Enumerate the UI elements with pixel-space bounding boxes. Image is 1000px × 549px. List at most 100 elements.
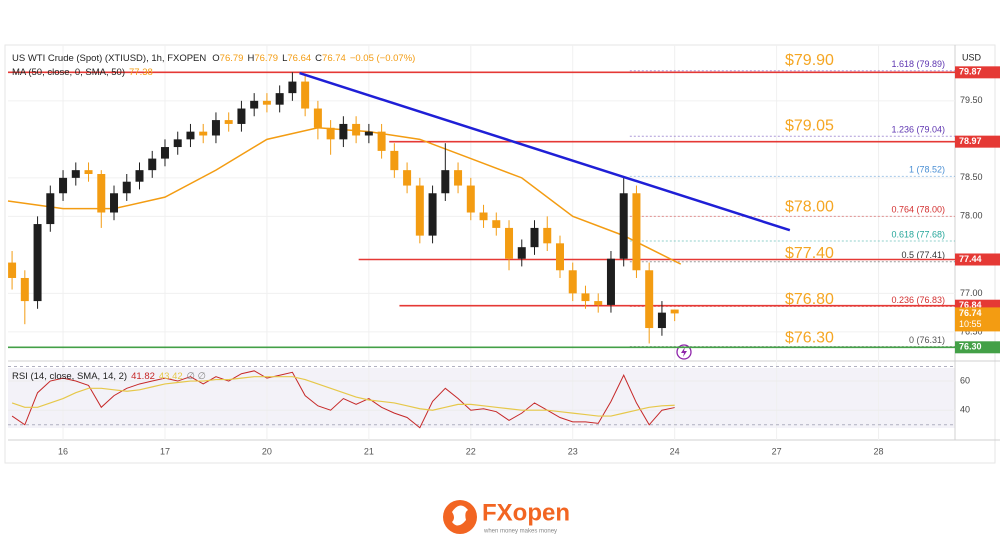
header: US WTI Crude (Spot) (XTIUSD), 1h, FXOPEN… bbox=[12, 53, 415, 64]
candle-body bbox=[466, 185, 475, 213]
candle-body bbox=[199, 131, 208, 136]
axis-label: USD bbox=[962, 52, 982, 62]
price-badge bbox=[955, 135, 1000, 148]
y-tick-label: 78.00 bbox=[960, 211, 983, 221]
price-badge-label: 76.84 bbox=[959, 300, 982, 310]
candle-body bbox=[262, 100, 271, 105]
price-label: $76.30 bbox=[785, 330, 834, 347]
candle-body bbox=[517, 247, 526, 259]
x-tick-label: 16 bbox=[58, 446, 68, 456]
ohlc-value: 76.74 bbox=[322, 53, 346, 64]
price-badge bbox=[955, 66, 1000, 79]
countdown-label: 10:55 bbox=[959, 319, 982, 329]
candle-body bbox=[492, 220, 501, 228]
candle-body bbox=[594, 301, 603, 305]
candle-body bbox=[619, 193, 628, 259]
ohlc-key: C bbox=[315, 53, 322, 64]
price-badge-label: 79.87 bbox=[959, 67, 982, 77]
ma-value: 77.38 bbox=[129, 67, 153, 78]
candle-body bbox=[670, 309, 679, 314]
logo-tagline: when money makes money bbox=[483, 529, 557, 535]
x-tick-label: 17 bbox=[160, 446, 170, 456]
candle-body bbox=[505, 227, 514, 259]
candle-body bbox=[339, 123, 348, 140]
candle-body bbox=[71, 170, 80, 178]
price-badge bbox=[955, 341, 1000, 354]
candle-body bbox=[59, 177, 68, 194]
candle-body bbox=[530, 227, 539, 248]
fib-label: 1 (78.52) bbox=[909, 165, 945, 175]
candle-body bbox=[403, 170, 412, 186]
candle-body bbox=[441, 170, 450, 194]
x-tick-label: 20 bbox=[262, 446, 272, 456]
fib-label: 1.618 (79.89) bbox=[891, 59, 945, 69]
candle-body bbox=[479, 212, 488, 221]
change: −0.05 (−0.07%) bbox=[350, 53, 416, 64]
ohlc-value: 76.79 bbox=[254, 53, 278, 64]
ohlc-key: H bbox=[247, 53, 254, 64]
logo-icon bbox=[443, 500, 477, 534]
fib-label: 0.5 (77.41) bbox=[901, 250, 945, 260]
trendline bbox=[299, 71, 791, 232]
rsi-name: RSI (14, close, SMA, 14, 2) bbox=[12, 371, 127, 382]
fib-label: 0 (76.31) bbox=[909, 335, 945, 345]
candle-body bbox=[237, 108, 246, 124]
candle-body bbox=[326, 127, 335, 140]
fib-label: 0.764 (78.00) bbox=[891, 205, 945, 215]
alert-icon bbox=[676, 344, 692, 360]
y-tick-label: 78.50 bbox=[960, 172, 983, 182]
candle-body bbox=[606, 258, 615, 305]
candle-body bbox=[84, 170, 93, 175]
price-label: $79.05 bbox=[785, 118, 834, 135]
price-label: $79.90 bbox=[785, 52, 834, 69]
candle-body bbox=[211, 120, 220, 136]
last-price-badge bbox=[955, 307, 1000, 332]
candle-body bbox=[301, 81, 310, 109]
rsi-extra: ∅ ∅ bbox=[187, 371, 206, 382]
candle-body bbox=[275, 93, 284, 105]
candle-body bbox=[97, 174, 106, 213]
candle-body bbox=[20, 277, 29, 302]
candle-body bbox=[122, 181, 131, 194]
candle-body bbox=[568, 270, 577, 294]
candle-body bbox=[8, 262, 17, 278]
y-tick-label: 77.00 bbox=[960, 288, 983, 298]
x-tick-label: 22 bbox=[466, 446, 476, 456]
rsi-line bbox=[11, 376, 675, 417]
rsi-value: 41.82 bbox=[131, 371, 155, 382]
y-tick-label: 40 bbox=[960, 405, 970, 415]
rsi-legend: RSI (14, close, SMA, 14, 2) 41.82 43.42 ∅ ∅ bbox=[12, 371, 206, 382]
candle-body bbox=[173, 139, 182, 148]
ohlc-value: 76.64 bbox=[287, 53, 311, 64]
candle-body bbox=[313, 108, 322, 128]
candle-body bbox=[250, 100, 259, 109]
fib-label: 1.236 (79.04) bbox=[891, 125, 945, 135]
ohlc-value: 76.79 bbox=[220, 53, 244, 64]
y-tick-label: 60 bbox=[960, 375, 970, 385]
candle-body bbox=[33, 224, 42, 302]
candle-body bbox=[543, 227, 552, 244]
candle-body bbox=[632, 193, 641, 271]
ma-name: MA (50, close, 0, SMA, 50) bbox=[12, 67, 125, 78]
fib-label: 0.236 (76.83) bbox=[891, 295, 945, 305]
candle-body bbox=[428, 193, 437, 236]
price-label: $76.80 bbox=[785, 291, 834, 308]
ohlc-key: L bbox=[282, 53, 287, 64]
candle-body bbox=[352, 123, 361, 136]
candle-body bbox=[364, 131, 373, 136]
logo-name: FXopen bbox=[482, 499, 570, 526]
candle-body bbox=[135, 170, 144, 182]
candle-body bbox=[377, 131, 386, 151]
y-tick-label: 79.50 bbox=[960, 95, 983, 105]
candle-body bbox=[186, 131, 195, 140]
candle-body bbox=[288, 81, 297, 94]
price-badge-label: 77.44 bbox=[959, 254, 982, 264]
rsi-value: 43.42 bbox=[159, 371, 183, 382]
candle-body bbox=[415, 185, 424, 236]
price-badge-label: 78.97 bbox=[959, 136, 982, 146]
ma-legend: MA (50, close, 0, SMA, 50) 77.38 bbox=[12, 67, 153, 78]
symbol: US WTI Crude (Spot) (XTIUSD), 1h, FXOPEN bbox=[12, 53, 206, 64]
candle-body bbox=[148, 158, 157, 171]
candle-body bbox=[645, 270, 654, 329]
